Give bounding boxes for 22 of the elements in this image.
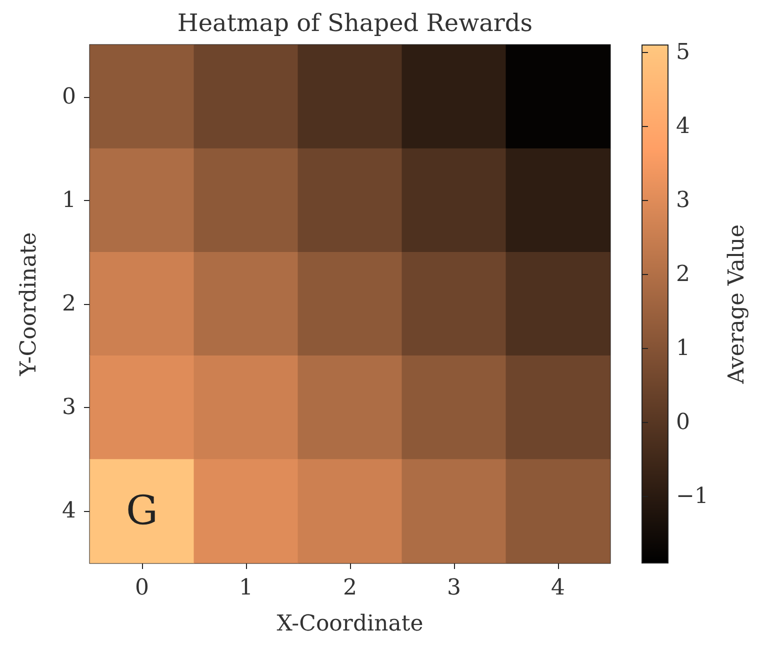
y-tick-label: 0	[62, 84, 76, 110]
color-bar-label: 2	[676, 262, 690, 287]
color-bar-label: 1	[676, 336, 690, 361]
color-bar-label: 4	[676, 114, 690, 139]
y-tick-label: 1	[62, 188, 76, 213]
color-bar-label: 3	[676, 188, 690, 213]
color-bar-label: 5	[676, 40, 690, 65]
y-tick-label: 2	[62, 292, 76, 316]
x-tick-label: 2	[343, 576, 357, 600]
x-tick-label: 0	[135, 576, 149, 600]
data-label: G	[126, 488, 158, 534]
color-bar-label: −1	[676, 484, 708, 509]
x-axis-title: X-Coordinate	[276, 612, 424, 636]
chart-title: Heatmap of Shaped Rewards	[177, 9, 533, 37]
x-tick-label: 1	[239, 576, 253, 600]
y-axis-title: Y-Coordinate	[16, 232, 42, 377]
color-bar-title: Average Value	[724, 224, 750, 385]
color-bar-label: 0	[676, 410, 690, 435]
y-tick-label: 3	[62, 395, 76, 420]
x-tick-label: 4	[551, 576, 565, 600]
y-tick-label: 4	[62, 498, 76, 524]
x-tick-label: 3	[447, 576, 461, 600]
